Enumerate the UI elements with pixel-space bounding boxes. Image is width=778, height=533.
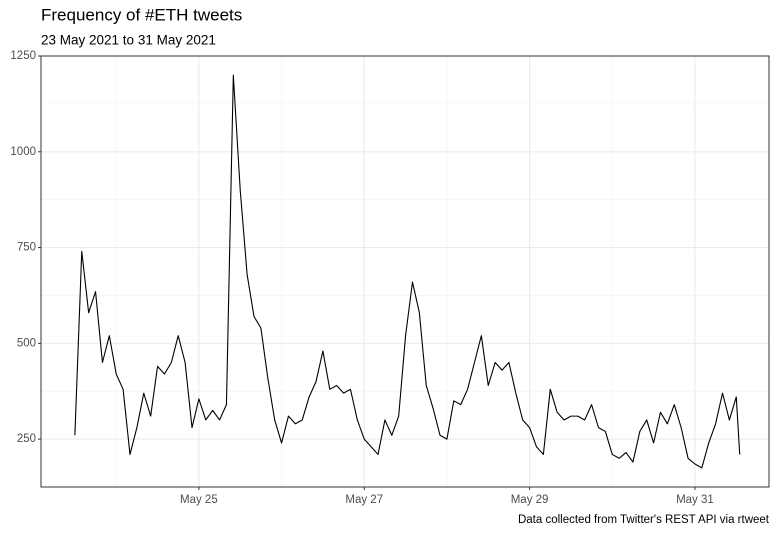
y-tick-label: 500 bbox=[17, 337, 36, 349]
data-line bbox=[74, 74, 741, 469]
y-tick-label: 750 bbox=[17, 242, 36, 254]
x-tick-label: May 31 bbox=[676, 494, 714, 506]
x-tick-label: May 29 bbox=[511, 494, 549, 506]
chart-title: Frequency of #ETH tweets bbox=[41, 5, 242, 24]
x-tick-label: May 27 bbox=[345, 494, 383, 506]
x-tick-label: May 25 bbox=[180, 494, 218, 506]
panel-border bbox=[40, 55, 770, 488]
y-tick-label: 1000 bbox=[10, 146, 36, 158]
chart-subtitle: 23 May 2021 to 31 May 2021 bbox=[41, 33, 216, 48]
y-tick-label: 250 bbox=[17, 433, 36, 445]
y-tick-label: 1250 bbox=[10, 50, 36, 62]
caption: Data collected from Twitter's REST API v… bbox=[518, 514, 770, 526]
